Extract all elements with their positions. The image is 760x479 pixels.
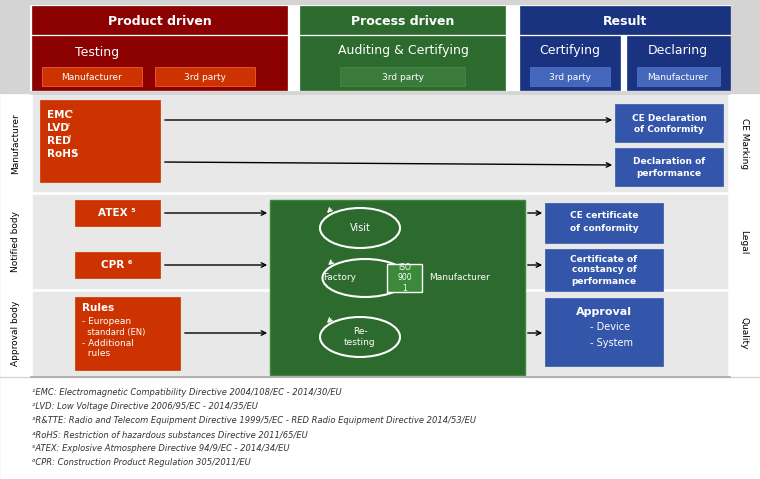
Bar	[0, 94, 760, 376]
Bar	[0, 289, 760, 291]
Text: ⁶CPR: Construction Product Regulation 305/2011/EU: ⁶CPR: Construction Product Regulation 30…	[32, 458, 251, 467]
Bar	[32, 94, 728, 194]
Text: ⁴: ⁴	[73, 148, 77, 157]
Text: Approval: Approval	[576, 307, 632, 317]
Text: ATEX ⁵: ATEX ⁵	[98, 208, 136, 218]
Bar	[32, 36, 287, 90]
Bar	[0, 194, 32, 291]
Bar	[615, 104, 723, 142]
Text: Declaring: Declaring	[648, 44, 708, 57]
Text: Manufacturer: Manufacturer	[11, 114, 21, 174]
Text: RED: RED	[47, 136, 71, 146]
Text: - European: - European	[82, 317, 131, 326]
Text: Auditing & Certifying: Auditing & Certifying	[337, 44, 468, 57]
Bar	[32, 291, 728, 376]
Text: Declaration of: Declaration of	[633, 157, 705, 166]
Bar	[387, 264, 422, 292]
Bar	[300, 36, 505, 90]
Text: CE Declaration: CE Declaration	[632, 114, 707, 123]
Text: CE certificate: CE certificate	[570, 212, 638, 220]
Bar	[30, 376, 730, 377]
Bar	[545, 203, 663, 243]
Bar	[40, 100, 160, 182]
Bar	[32, 194, 728, 291]
Bar	[32, 6, 287, 34]
Bar	[0, 94, 32, 194]
Text: Factory: Factory	[324, 274, 356, 283]
Text: Notified body: Notified body	[11, 212, 21, 273]
Bar	[340, 67, 465, 86]
Text: Re-
testing: Re- testing	[344, 327, 375, 347]
Bar	[530, 67, 610, 86]
Text: performance: performance	[572, 276, 637, 285]
Bar	[75, 252, 160, 278]
Bar	[0, 378, 760, 479]
Text: 3rd party: 3rd party	[184, 72, 226, 81]
Text: Certifying: Certifying	[540, 44, 600, 57]
Text: Testing: Testing	[75, 46, 119, 58]
Bar	[545, 249, 663, 291]
Text: rules: rules	[82, 350, 110, 358]
Text: Manufacturer: Manufacturer	[62, 72, 122, 81]
Bar	[728, 291, 760, 376]
Text: ³R&TTE: Radio and Telecom Equipment Directive 1999/5/EC - RED Radio Equipment Di: ³R&TTE: Radio and Telecom Equipment Dire…	[32, 416, 476, 425]
Text: 3rd party: 3rd party	[382, 72, 424, 81]
Text: Process driven: Process driven	[351, 14, 454, 27]
Text: ¹: ¹	[69, 109, 72, 117]
Bar	[520, 6, 730, 34]
Text: CE Marking: CE Marking	[739, 118, 749, 170]
Bar	[270, 200, 525, 375]
Bar	[75, 297, 180, 370]
Text: Certificate of: Certificate of	[571, 254, 638, 263]
Text: standard (EN): standard (EN)	[82, 328, 145, 337]
Text: 3rd party: 3rd party	[549, 72, 591, 81]
Bar	[615, 148, 723, 186]
Text: of conformity: of conformity	[570, 224, 638, 232]
Bar	[30, 5, 730, 125]
Text: Visit: Visit	[350, 223, 370, 233]
Bar	[0, 291, 32, 376]
Text: constancy of: constancy of	[572, 265, 636, 274]
Bar	[545, 298, 663, 366]
Bar	[520, 36, 620, 90]
Bar	[728, 194, 760, 291]
Bar	[300, 6, 505, 34]
Text: Manufacturer: Manufacturer	[429, 274, 490, 283]
Text: ⁴RoHS: Restriction of hazardous substances Directive 2011/65/EU: ⁴RoHS: Restriction of hazardous substanc…	[32, 430, 308, 439]
Text: ³: ³	[68, 135, 71, 144]
Bar	[0, 130, 760, 340]
Text: RoHS: RoHS	[47, 149, 78, 159]
Text: ⁵ATEX: Explosive Atmosphere Directive 94/9/EC - 2014/34/EU: ⁵ATEX: Explosive Atmosphere Directive 94…	[32, 444, 290, 453]
Bar	[42, 67, 142, 86]
Text: EMC: EMC	[47, 110, 72, 120]
Text: Approval body: Approval body	[11, 300, 21, 365]
Text: - Device: - Device	[590, 322, 630, 332]
Bar	[728, 94, 760, 194]
Text: ²: ²	[67, 122, 70, 130]
Bar	[75, 200, 160, 226]
Text: - System: - System	[590, 338, 633, 348]
Text: performance: performance	[636, 169, 701, 178]
Text: Legal: Legal	[739, 230, 749, 254]
Text: Result: Result	[603, 14, 648, 27]
Text: - Additional: - Additional	[82, 339, 134, 347]
Text: Rules: Rules	[82, 303, 114, 313]
Bar	[637, 67, 720, 86]
Text: LVD: LVD	[47, 123, 69, 133]
Text: ²LVD: Low Voltage Directive 2006/95/EC - 2014/35/EU: ²LVD: Low Voltage Directive 2006/95/EC -…	[32, 402, 258, 411]
Bar	[0, 192, 760, 194]
Bar	[627, 36, 730, 90]
Bar	[0, 94, 760, 376]
Text: ¹EMC: Electromagnetic Compatibility Directive 2004/108/EC - 2014/30/EU: ¹EMC: Electromagnetic Compatibility Dire…	[32, 388, 342, 397]
Text: Product driven: Product driven	[108, 14, 212, 27]
Text: Quality: Quality	[739, 317, 749, 349]
Text: of Conformity: of Conformity	[634, 125, 704, 135]
Text: Manufacturer: Manufacturer	[648, 72, 708, 81]
Bar	[30, 91, 730, 94]
Bar	[155, 67, 255, 86]
Text: ISO
900
1: ISO 900 1	[397, 263, 413, 293]
Text: CPR ⁶: CPR ⁶	[101, 260, 133, 270]
